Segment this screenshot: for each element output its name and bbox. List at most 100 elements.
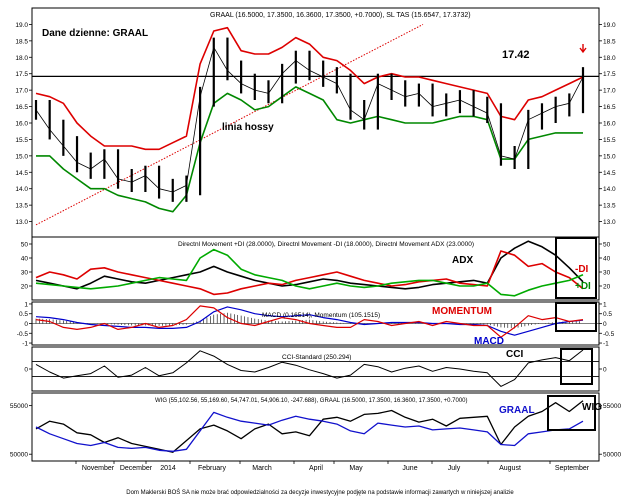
y-tick-label: 0.5 (603, 311, 612, 318)
macd-series-momentum (35, 305, 584, 338)
sl-tas-lower-line (36, 86, 583, 213)
y-tick-label: 13.5 (603, 203, 616, 210)
x-tick-label: March (252, 465, 272, 472)
y-tick-label: 30 (603, 270, 611, 277)
y-tick-label: 17.5 (603, 71, 616, 78)
series-layer (32, 23, 599, 453)
daily-data-label: Dane dzienne: GRAAL (42, 28, 148, 39)
cci-series-line (35, 349, 584, 387)
x-tick-label: June (402, 465, 417, 472)
y-tick-label: 15.5 (15, 137, 28, 144)
y-tick-label: 20 (21, 284, 29, 291)
x-tick-label: April (309, 465, 323, 472)
y-tick-label: 17.0 (15, 88, 28, 95)
y-tick-label: 19.0 (603, 22, 616, 29)
panel-frame-3 (31, 346, 600, 392)
y-tick-label: 16.0 (603, 121, 616, 128)
x-tick-label: December (120, 465, 153, 472)
wig-series-wig (35, 400, 584, 453)
y-tick-label: 1 (603, 301, 607, 308)
adx-series-di (35, 250, 584, 296)
y-tick-label: 13.0 (15, 219, 28, 226)
x-tick-label: May (349, 465, 363, 472)
y-tick-label: 17.0 (603, 88, 616, 95)
y-tick-label: 55000 (10, 403, 28, 410)
panel-frame-0 (31, 7, 600, 239)
adx-legend-minus-di: -DI (575, 264, 589, 275)
y-tick-label: 1 (24, 301, 28, 308)
wig-legend: WIG (582, 402, 602, 413)
y-tick-label: 50000 (10, 452, 28, 459)
wig-series-graal (35, 411, 584, 452)
y-tick-label: 30 (21, 270, 29, 277)
cci-legend: CCI (506, 349, 523, 360)
adx-series-di (35, 248, 584, 297)
y-tick-label: 13.5 (15, 203, 28, 210)
disclaimer-footer: Dom Maklerski BOŚ SA nie może brać odpow… (126, 488, 514, 496)
y-tick-label: 50 (603, 242, 611, 249)
y-tick-label: -1 (603, 341, 609, 348)
y-tick-label: -0.5 (17, 331, 29, 338)
price-panel-header: GRAAL (16.5000, 17.3500, 16.3600, 17.350… (210, 12, 471, 19)
adx-legend-adx: ADX (452, 255, 473, 266)
adx-legend-plus-di: +DI (575, 281, 591, 292)
panel-frame-4 (31, 392, 600, 462)
y-tick-label: 55000 (603, 403, 621, 410)
panel-frame-1 (31, 236, 600, 301)
y-tick-label: 20 (603, 284, 611, 291)
highlight-box (555, 237, 597, 299)
y-tick-label: 14.5 (603, 170, 616, 177)
macd-legend: MACD (474, 336, 504, 347)
y-tick-label: 18.5 (15, 38, 28, 45)
graal-legend: GRAAL (499, 405, 535, 416)
sl-tas-upper-line (35, 26, 584, 151)
trend-line (35, 23, 424, 226)
wig-panel-header: WIG (55,102.56, 55,169.60, 54,747.01, 54… (155, 398, 468, 404)
y-tick-label: 16.0 (15, 121, 28, 128)
down-arrow-icon (579, 44, 587, 54)
trendline-label: linia hossy (222, 122, 274, 133)
y-tick-label: 15.0 (15, 153, 28, 160)
y-tick-label: -0.5 (603, 331, 615, 338)
y-tick-label: -1 (22, 341, 28, 348)
y-tick-label: 0 (24, 367, 28, 374)
highlight-box (547, 395, 596, 431)
cci-panel-header: CCI-Standard (250.294) (282, 354, 351, 361)
y-tick-label: 17.5 (15, 71, 28, 78)
y-tick-label: 14.0 (15, 186, 28, 193)
y-tick-label: 0.5 (19, 311, 28, 318)
macd-panel-header: MACD (0.16514), Momentum (105.1515) (262, 312, 380, 319)
y-tick-label: 40 (21, 256, 29, 263)
x-tick-label: 2014 (160, 465, 176, 472)
price-close-line (35, 47, 584, 193)
macd-series-macd (35, 306, 584, 336)
y-tick-label: 40 (603, 256, 611, 263)
highlight-box (560, 348, 593, 385)
y-tick-label: 15.0 (603, 153, 616, 160)
y-tick-label: 16.5 (15, 104, 28, 111)
x-tick-label: November (82, 465, 115, 472)
y-tick-label: 14.5 (15, 170, 28, 177)
y-tick-label: 16.5 (603, 104, 616, 111)
highlight-box (555, 302, 597, 332)
y-tick-label: 50 (21, 242, 29, 249)
x-tick-label: February (198, 465, 227, 472)
y-tick-label: 18.0 (603, 55, 616, 62)
y-tick-label: 50000 (603, 452, 621, 459)
text-layer: GRAAL (16.5000, 17.3500, 16.3600, 17.350… (42, 12, 602, 496)
y-tick-label: 0 (603, 367, 607, 374)
x-tick-label: September (555, 465, 590, 472)
y-tick-label: 19.0 (15, 22, 28, 29)
y-tick-label: 0 (603, 321, 607, 328)
y-tick-label: 18.5 (603, 38, 616, 45)
overlay-layer (547, 44, 597, 431)
y-tick-label: 15.5 (603, 137, 616, 144)
resistance-level-label: 17.42 (502, 49, 530, 61)
x-tick-label: August (499, 465, 521, 472)
x-tick-label: July (448, 465, 461, 472)
y-tick-label: 13.0 (603, 219, 616, 226)
momentum-legend: MOMENTUM (432, 306, 492, 317)
y-tick-label: 18.0 (15, 55, 28, 62)
